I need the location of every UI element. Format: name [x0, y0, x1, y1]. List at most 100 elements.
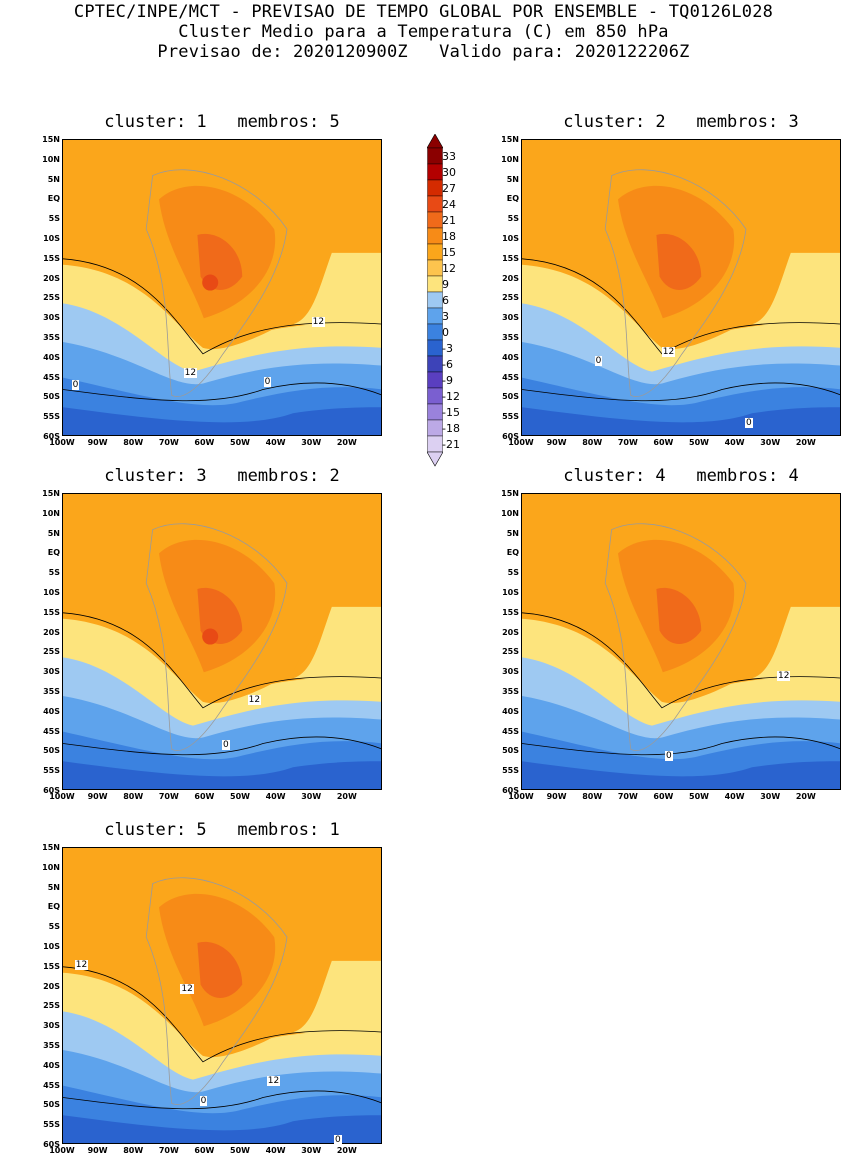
- latitude-label: 45S: [43, 1080, 60, 1090]
- latitude-label: 25S: [43, 1001, 60, 1011]
- longitude-label: 40W: [265, 438, 286, 447]
- longitude-label: 100W: [49, 792, 75, 801]
- forecast-map: [521, 139, 841, 436]
- contour-label-12: 12: [311, 317, 326, 328]
- latitude-label: 25S: [502, 647, 519, 657]
- colorbar-swatch: [427, 435, 443, 453]
- longitude-label: 20W: [336, 1146, 357, 1155]
- latitude-label: 45S: [502, 726, 519, 736]
- latitude-label: 40S: [43, 1060, 60, 1070]
- latitude-label: 45S: [502, 372, 519, 382]
- latitude-label: 25S: [43, 647, 60, 657]
- longitude-label: 60W: [653, 438, 674, 447]
- latitude-label: 35S: [43, 1041, 60, 1050]
- latitude-label: 20S: [502, 627, 519, 637]
- latitude-label: 35S: [502, 687, 519, 696]
- latitude-label: 50S: [43, 746, 60, 756]
- colorbar-label: -12: [442, 390, 460, 403]
- header-line-2: Cluster Medio para a Temperatura (C) em …: [178, 22, 669, 42]
- longitude-label: 40W: [724, 792, 745, 801]
- latitude-label: 15N: [501, 489, 519, 498]
- contour-label-12: 12: [266, 1075, 281, 1086]
- longitude-label: 70W: [617, 438, 638, 447]
- latitude-label: 45S: [43, 372, 60, 382]
- latitude-label: 15N: [501, 135, 519, 144]
- forecast-map: [62, 847, 382, 1144]
- latitude-label: 10N: [42, 508, 60, 518]
- latitude-label: 60S: [502, 432, 519, 441]
- latitude-label: 5S: [507, 568, 519, 578]
- contour-label-0: 0: [594, 355, 603, 366]
- latitude-label: 15S: [43, 961, 60, 971]
- latitude-label: 30S: [43, 313, 60, 323]
- longitude-label: 100W: [508, 438, 534, 447]
- colorbar-swatch: [427, 211, 443, 229]
- latitude-label: 30S: [43, 667, 60, 677]
- colorbar-label: -21: [442, 438, 460, 451]
- longitude-label: 90W: [87, 792, 108, 801]
- colorbar-label: 9: [442, 278, 449, 291]
- colorbar-swatch: [427, 259, 443, 277]
- panel-title: cluster: 3 membros: 2: [104, 466, 340, 486]
- latitude-label: 30S: [502, 313, 519, 323]
- latitude-label: 35S: [502, 333, 519, 342]
- latitude-label: 5N: [47, 528, 60, 538]
- longitude-label: 80W: [123, 792, 144, 801]
- latitude-label: 5S: [48, 568, 60, 578]
- contour-label-12: 12: [180, 983, 194, 994]
- colorbar-label: -3: [442, 342, 453, 355]
- contour-label-0: 0: [665, 751, 673, 762]
- header-line-1: CPTEC/INPE/MCT - PREVISAO DE TEMPO GLOBA…: [73, 2, 774, 22]
- latitude-label: 5N: [506, 528, 519, 538]
- latitude-label: 50S: [502, 392, 519, 402]
- latitude-label: 10S: [43, 942, 60, 951]
- latitude-label: 55S: [502, 766, 519, 776]
- latitude-label: 15S: [43, 253, 60, 263]
- header-line-3: Previsao de: 2020120900Z Valido para: 20…: [157, 42, 690, 62]
- latitude-label: 40S: [502, 352, 519, 362]
- panel-title: cluster: 1 membros: 5: [104, 112, 340, 132]
- latitude-label: EQ: [47, 902, 60, 912]
- latitude-label: 10S: [502, 234, 519, 243]
- colorbar-swatch: [427, 419, 443, 437]
- contour-label-0: 0: [263, 376, 272, 387]
- longitude-label: 80W: [123, 1146, 144, 1155]
- latitude-label: 15S: [43, 607, 60, 617]
- longitude-label: 40W: [724, 438, 745, 447]
- longitude-label: 30W: [301, 792, 322, 801]
- colorbar-swatch: [427, 163, 443, 181]
- contour-label-12: 12: [247, 694, 262, 705]
- colorbar-swatch: [427, 291, 443, 309]
- longitude-label: 40W: [265, 792, 286, 801]
- colorbar-swatch: [427, 307, 443, 325]
- latitude-label: 25S: [43, 293, 60, 303]
- latitude-label: 15N: [42, 489, 60, 498]
- latitude-label: 10N: [501, 154, 519, 164]
- longitude-label: 50W: [689, 792, 709, 801]
- forecast-map: [62, 139, 382, 436]
- longitude-label: 60W: [194, 792, 215, 801]
- longitude-label: 70W: [158, 1146, 179, 1155]
- colorbar-label: 12: [442, 262, 456, 275]
- longitude-label: 70W: [617, 792, 638, 801]
- latitude-label: 25S: [502, 293, 519, 303]
- contour-label-0: 0: [334, 1135, 342, 1146]
- latitude-label: 10S: [43, 588, 60, 597]
- colorbar-label: 15: [442, 246, 456, 259]
- longitude-label: 50W: [230, 1146, 250, 1155]
- latitude-label: 20S: [43, 981, 60, 991]
- latitude-label: 15S: [502, 607, 519, 617]
- latitude-label: 5N: [506, 174, 519, 184]
- colorbar-label: 18: [442, 230, 456, 243]
- latitude-label: 40S: [502, 706, 519, 716]
- latitude-label: 40S: [43, 352, 60, 362]
- colorbar-label: 33: [442, 150, 456, 163]
- latitude-label: 15N: [42, 843, 60, 852]
- latitude-label: 5S: [507, 214, 519, 224]
- longitude-label: 20W: [336, 792, 357, 801]
- longitude-label: 60W: [653, 792, 674, 801]
- longitude-label: 80W: [123, 438, 144, 447]
- contour-label-12: 12: [74, 959, 89, 970]
- latitude-label: EQ: [47, 194, 60, 204]
- latitude-label: 60S: [43, 1140, 60, 1149]
